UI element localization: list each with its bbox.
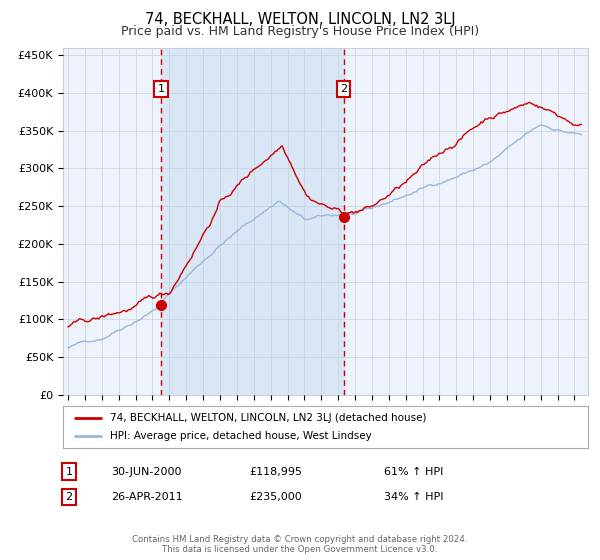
Text: 34% ↑ HPI: 34% ↑ HPI [384,492,443,502]
Text: 61% ↑ HPI: 61% ↑ HPI [384,466,443,477]
Bar [161,48,344,395]
Text: £118,995: £118,995 [249,466,302,477]
Text: 26-APR-2011: 26-APR-2011 [111,492,182,502]
Text: HPI: Average price, detached house, West Lindsey: HPI: Average price, detached house, West… [110,431,372,441]
Text: 74, BECKHALL, WELTON, LINCOLN, LN2 3LJ: 74, BECKHALL, WELTON, LINCOLN, LN2 3LJ [145,12,455,27]
Text: 74, BECKHALL, WELTON, LINCOLN, LN2 3LJ (detached house): 74, BECKHALL, WELTON, LINCOLN, LN2 3LJ (… [110,413,427,423]
Text: 1: 1 [65,466,73,477]
Text: 30-JUN-2000: 30-JUN-2000 [111,466,182,477]
Text: Price paid vs. HM Land Registry's House Price Index (HPI): Price paid vs. HM Land Registry's House … [121,25,479,38]
Text: 2: 2 [340,84,347,94]
Text: £235,000: £235,000 [249,492,302,502]
Text: 1: 1 [157,84,164,94]
Text: Contains HM Land Registry data © Crown copyright and database right 2024.
This d: Contains HM Land Registry data © Crown c… [132,535,468,554]
Text: 2: 2 [65,492,73,502]
